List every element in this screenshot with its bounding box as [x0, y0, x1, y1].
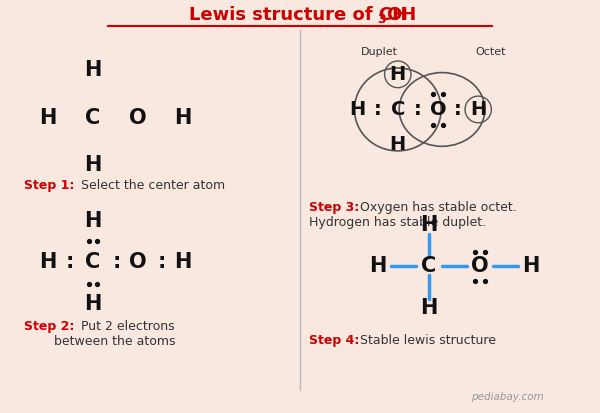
Text: C: C — [421, 256, 437, 276]
Text: H: H — [370, 256, 386, 276]
Text: H: H — [523, 256, 539, 276]
Text: Lewis structure of CH: Lewis structure of CH — [189, 6, 407, 24]
Text: :: : — [65, 252, 74, 272]
Text: H: H — [40, 252, 56, 272]
Text: C: C — [85, 252, 101, 272]
Text: Duplet: Duplet — [361, 47, 398, 57]
Text: H: H — [175, 252, 191, 272]
Text: Step 4:: Step 4: — [309, 334, 359, 347]
Text: Step 1:: Step 1: — [24, 178, 74, 192]
Text: Put 2 electrons: Put 2 electrons — [81, 320, 175, 333]
Text: 3: 3 — [377, 13, 385, 26]
Text: Octet: Octet — [475, 47, 506, 57]
Text: H: H — [421, 215, 437, 235]
Text: :: : — [454, 100, 462, 119]
Text: :: : — [112, 252, 121, 272]
Text: O: O — [129, 252, 147, 272]
Text: O: O — [430, 100, 446, 119]
Text: Select the center atom: Select the center atom — [81, 178, 225, 192]
Text: H: H — [85, 294, 101, 313]
Text: H: H — [85, 60, 101, 80]
Text: Stable lewis structure: Stable lewis structure — [360, 334, 496, 347]
Text: O: O — [129, 108, 147, 128]
Text: Step 2:: Step 2: — [24, 320, 74, 333]
Text: H: H — [85, 155, 101, 175]
Text: OH: OH — [386, 6, 416, 24]
Text: between the atoms: between the atoms — [54, 335, 176, 349]
Text: H: H — [175, 108, 191, 128]
Text: pediabay.com: pediabay.com — [470, 392, 544, 402]
Text: H: H — [470, 100, 487, 119]
Text: H: H — [349, 100, 366, 119]
Text: C: C — [391, 100, 405, 119]
Text: H: H — [389, 135, 406, 154]
Text: H: H — [389, 65, 406, 84]
Text: :: : — [374, 100, 382, 119]
Text: Oxygen has stable octet.: Oxygen has stable octet. — [360, 201, 517, 214]
Text: :: : — [157, 252, 166, 272]
Text: H: H — [421, 298, 437, 318]
Text: H: H — [85, 211, 101, 231]
Text: O: O — [471, 256, 489, 276]
Text: Hydrogen has stable duplet.: Hydrogen has stable duplet. — [309, 216, 486, 229]
Text: :: : — [414, 100, 422, 119]
Text: Step 3:: Step 3: — [309, 201, 359, 214]
Text: C: C — [85, 108, 101, 128]
Text: H: H — [40, 108, 56, 128]
